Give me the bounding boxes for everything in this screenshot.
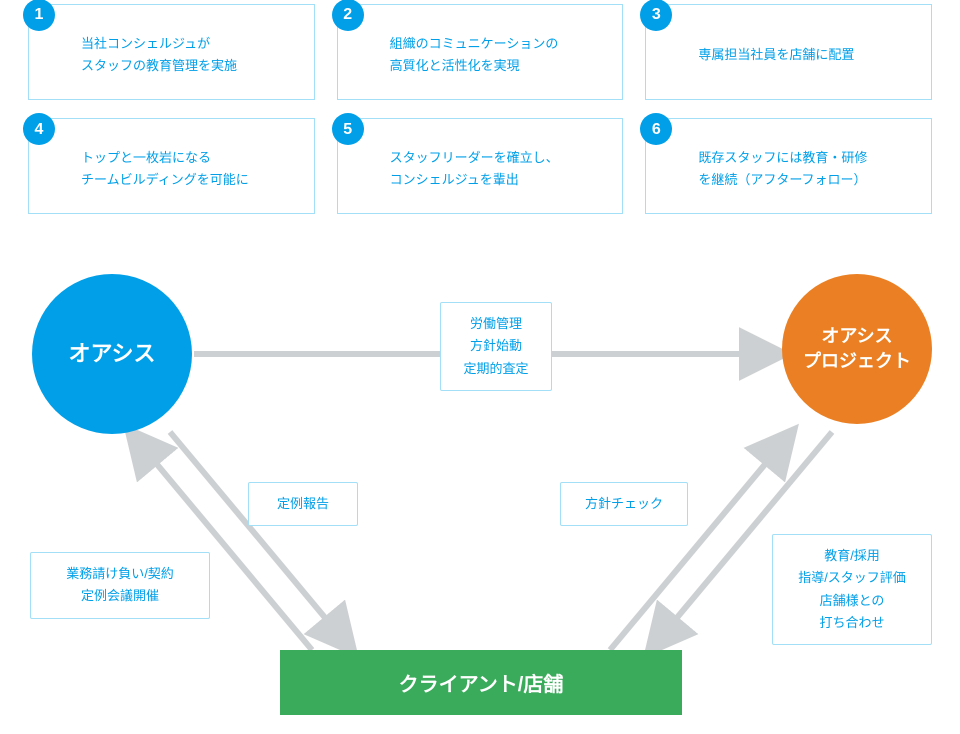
- card-number-badge: 4: [23, 113, 55, 145]
- card-number-badge: 3: [640, 0, 672, 31]
- feature-card-6: 6既存スタッフには教育・研修 を継続（アフターフォロー）: [645, 118, 932, 214]
- feature-card-3: 3専属担当社員を店舗に配置: [645, 4, 932, 100]
- card-text: スタッフリーダーを確立し、 コンシェルジュを輩出: [390, 147, 559, 191]
- card-text: 組織のコミュニケーションの 高質化と活性化を実現: [390, 33, 559, 77]
- card-number-badge: 6: [640, 113, 672, 145]
- card-text: 専属担当社員を店舗に配置: [698, 44, 854, 66]
- card-text: トップと一枚岩になる チームビルディングを可能に: [81, 147, 249, 191]
- feature-card-4: 4トップと一枚岩になる チームビルディングを可能に: [28, 118, 315, 214]
- feature-cards-grid: 1当社コンシェルジュが スタッフの教育管理を実施2組織のコミュニケーションの 高…: [0, 0, 960, 214]
- feature-card-1: 1当社コンシェルジュが スタッフの教育管理を実施: [28, 4, 315, 100]
- card-text: 当社コンシェルジュが スタッフの教育管理を実施: [81, 33, 237, 77]
- diagram-box-left_upper: 定例報告: [248, 482, 358, 526]
- arrow-3: [610, 432, 792, 650]
- flow-diagram: オアシス オアシス プロジェクト 労働管理 方針始動 定期的査定定例報告 方針チェック…: [0, 254, 960, 734]
- card-number-badge: 5: [332, 113, 364, 145]
- circle-circle_left: オアシス: [32, 274, 192, 434]
- diagram-box-right_lower: 教育/採用 指導/スタッフ評価 店舗様との 打ち合わせ: [772, 534, 932, 644]
- bottom-bar-client: クライアント/店舗: [280, 650, 682, 715]
- card-number-badge: 2: [332, 0, 364, 31]
- card-text: 既存スタッフには教育・研修 を継続（アフターフォロー）: [698, 147, 867, 191]
- circle-circle_right: オアシス プロジェクト: [782, 274, 932, 424]
- diagram-box-right_upper: 方針チェック: [560, 482, 688, 526]
- feature-card-5: 5スタッフリーダーを確立し、 コンシェルジュを輩出: [337, 118, 624, 214]
- card-number-badge: 1: [23, 0, 55, 31]
- diagram-box-left_lower: 業務請け負い/契約 定例会議開催: [30, 552, 210, 618]
- feature-card-2: 2組織のコミュニケーションの 高質化と活性化を実現: [337, 4, 624, 100]
- diagram-box-top_mid: 労働管理 方針始動 定期的査定: [440, 302, 552, 390]
